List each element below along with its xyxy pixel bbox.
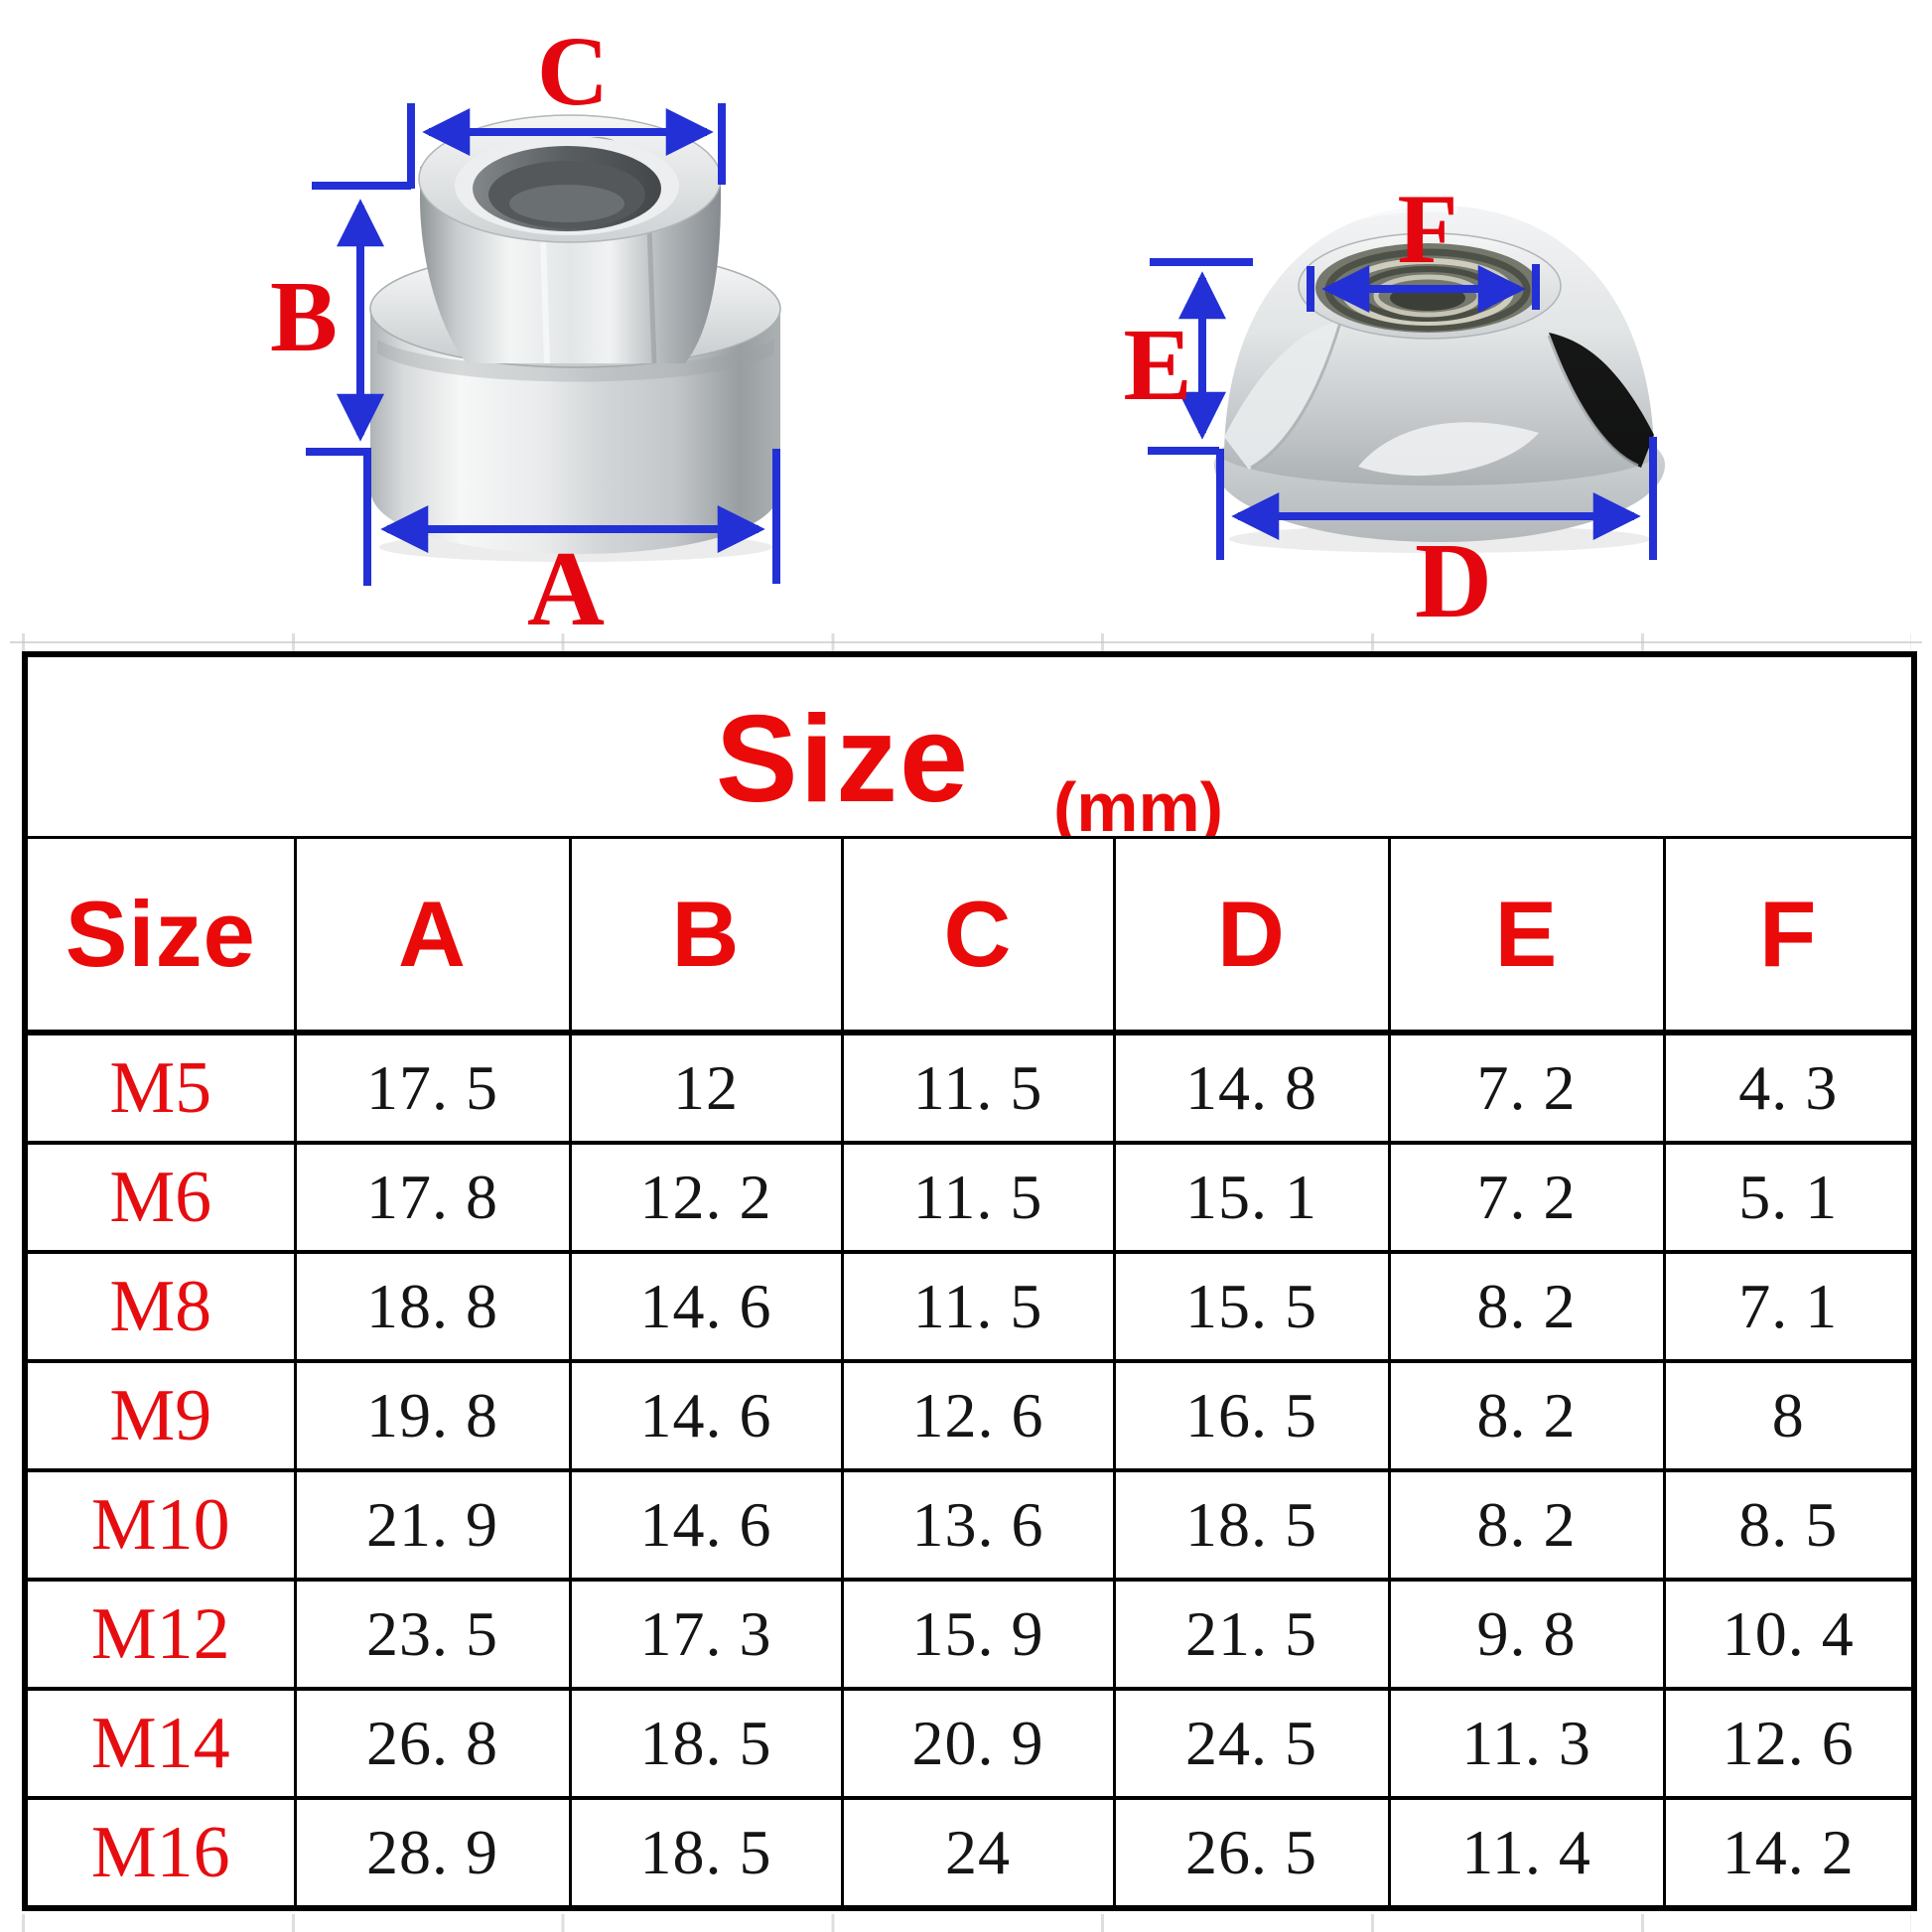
col-header-b: B — [568, 836, 844, 1035]
gridline-ticks-top — [22, 633, 1911, 651]
table-row: M5 17. 5 12 11. 5 14. 8 7. 2 4. 3 — [23, 1031, 1916, 1145]
value-cell: 8. 5 — [1662, 1468, 1916, 1582]
value-cell: 18. 5 — [568, 1687, 844, 1800]
dim-label-e: E — [1123, 308, 1192, 422]
table-row: M6 17. 8 12. 2 11. 5 15. 1 7. 2 5. 1 — [23, 1141, 1916, 1254]
value-cell: 15. 5 — [1112, 1250, 1391, 1363]
size-cell: M5 — [23, 1031, 297, 1145]
size-cell: M16 — [23, 1796, 297, 1910]
value-cell: 14. 8 — [1112, 1031, 1391, 1145]
col-header-a: A — [293, 836, 572, 1035]
value-cell: 16. 5 — [1112, 1359, 1391, 1472]
value-cell: 14. 6 — [568, 1359, 844, 1472]
value-cell: 20. 9 — [840, 1687, 1116, 1800]
dimension-diagram — [306, 103, 1665, 586]
table-title-unit: (mm) — [1053, 768, 1224, 838]
dim-label-f: F — [1397, 174, 1458, 284]
value-cell: 18. 5 — [568, 1796, 844, 1910]
value-cell: 13. 6 — [840, 1468, 1116, 1582]
col-header-size: Size — [23, 836, 297, 1035]
table-row: M14 26. 8 18. 5 20. 9 24. 5 11. 3 12. 6 — [23, 1687, 1916, 1800]
value-cell: 23. 5 — [293, 1578, 572, 1691]
value-cell: 11. 5 — [840, 1250, 1116, 1363]
value-cell: 7. 1 — [1662, 1250, 1916, 1363]
value-cell: 11. 5 — [840, 1031, 1116, 1145]
size-cell: M8 — [23, 1250, 297, 1363]
value-cell: 8. 2 — [1387, 1468, 1666, 1582]
value-cell: 26. 8 — [293, 1687, 572, 1800]
dim-d — [1216, 437, 1657, 560]
value-cell: 8 — [1662, 1359, 1916, 1472]
dim-label-d: D — [1415, 522, 1492, 640]
value-cell: 14. 6 — [568, 1468, 844, 1582]
table-row: M8 18. 8 14. 6 11. 5 15. 5 8. 2 7. 1 — [23, 1250, 1916, 1363]
col-header-d: D — [1112, 836, 1391, 1035]
table-row: M10 21. 9 14. 6 13. 6 18. 5 8. 2 8. 5 — [23, 1468, 1916, 1582]
value-cell: 12. 6 — [840, 1359, 1116, 1472]
gridline-ticks-bottom — [22, 1914, 1911, 1932]
value-cell: 18. 5 — [1112, 1468, 1391, 1582]
value-cell: 24. 5 — [1112, 1687, 1391, 1800]
table-title-cell: Size (mm) — [23, 652, 1916, 839]
value-cell: 7. 2 — [1387, 1031, 1666, 1145]
value-cell: 11. 3 — [1387, 1687, 1666, 1800]
table-row: M16 28. 9 18. 5 24 26. 5 11. 4 14. 2 — [23, 1796, 1916, 1910]
value-cell: 12. 2 — [568, 1141, 844, 1254]
size-cell: M6 — [23, 1141, 297, 1254]
value-cell: 19. 8 — [293, 1359, 572, 1472]
value-cell: 26. 5 — [1112, 1796, 1391, 1910]
size-cell: M12 — [23, 1578, 297, 1691]
size-cell: M14 — [23, 1687, 297, 1800]
size-cell: M10 — [23, 1468, 297, 1582]
table-title-row: Size (mm) — [23, 652, 1916, 839]
value-cell: 12. 6 — [1662, 1687, 1916, 1800]
col-header-f: F — [1662, 836, 1916, 1035]
table-title: Size (mm) — [28, 672, 1911, 835]
table-title-text: Size — [715, 691, 970, 828]
table-header-row: Size A B C D E F — [23, 836, 1916, 1035]
value-cell: 24 — [840, 1796, 1116, 1910]
table-row: M9 19. 8 14. 6 12. 6 16. 5 8. 2 8 — [23, 1359, 1916, 1472]
value-cell: 7. 2 — [1387, 1141, 1666, 1254]
dim-e — [1148, 258, 1253, 455]
dim-label-b: B — [269, 261, 339, 373]
value-cell: 21. 5 — [1112, 1578, 1391, 1691]
value-cell: 8. 2 — [1387, 1250, 1666, 1363]
value-cell: 17. 5 — [293, 1031, 572, 1145]
col-header-e: E — [1387, 836, 1666, 1035]
value-cell: 8. 2 — [1387, 1359, 1666, 1472]
value-cell: 12 — [568, 1031, 844, 1145]
col-header-c: C — [840, 836, 1116, 1035]
value-cell: 14. 6 — [568, 1250, 844, 1363]
value-cell: 10. 4 — [1662, 1578, 1916, 1691]
value-cell: 11. 4 — [1387, 1796, 1666, 1910]
value-cell: 17. 3 — [568, 1578, 844, 1691]
value-cell: 5. 1 — [1662, 1141, 1916, 1254]
dim-f — [1307, 264, 1540, 313]
value-cell: 21. 9 — [293, 1468, 572, 1582]
dim-label-c: C — [536, 16, 610, 126]
dim-b — [306, 182, 411, 456]
value-cell: 15. 9 — [840, 1578, 1116, 1691]
value-cell: 15. 1 — [1112, 1141, 1391, 1254]
dim-c — [407, 103, 726, 189]
value-cell: 18. 8 — [293, 1250, 572, 1363]
value-cell: 11. 5 — [840, 1141, 1116, 1254]
size-table: Size (mm) Size A B C D E F M5 17. 5 12 1… — [22, 651, 1917, 1911]
dim-label-a: A — [527, 530, 605, 648]
value-cell: 28. 9 — [293, 1796, 572, 1910]
value-cell: 9. 8 — [1387, 1578, 1666, 1691]
value-cell: 4. 3 — [1662, 1031, 1916, 1145]
size-cell: M9 — [23, 1359, 297, 1472]
value-cell: 17. 8 — [293, 1141, 572, 1254]
value-cell: 14. 2 — [1662, 1796, 1916, 1910]
dimension-lines — [306, 103, 1657, 586]
table-row: M12 23. 5 17. 3 15. 9 21. 5 9. 8 10. 4 — [23, 1578, 1916, 1691]
dim-a — [363, 449, 780, 586]
